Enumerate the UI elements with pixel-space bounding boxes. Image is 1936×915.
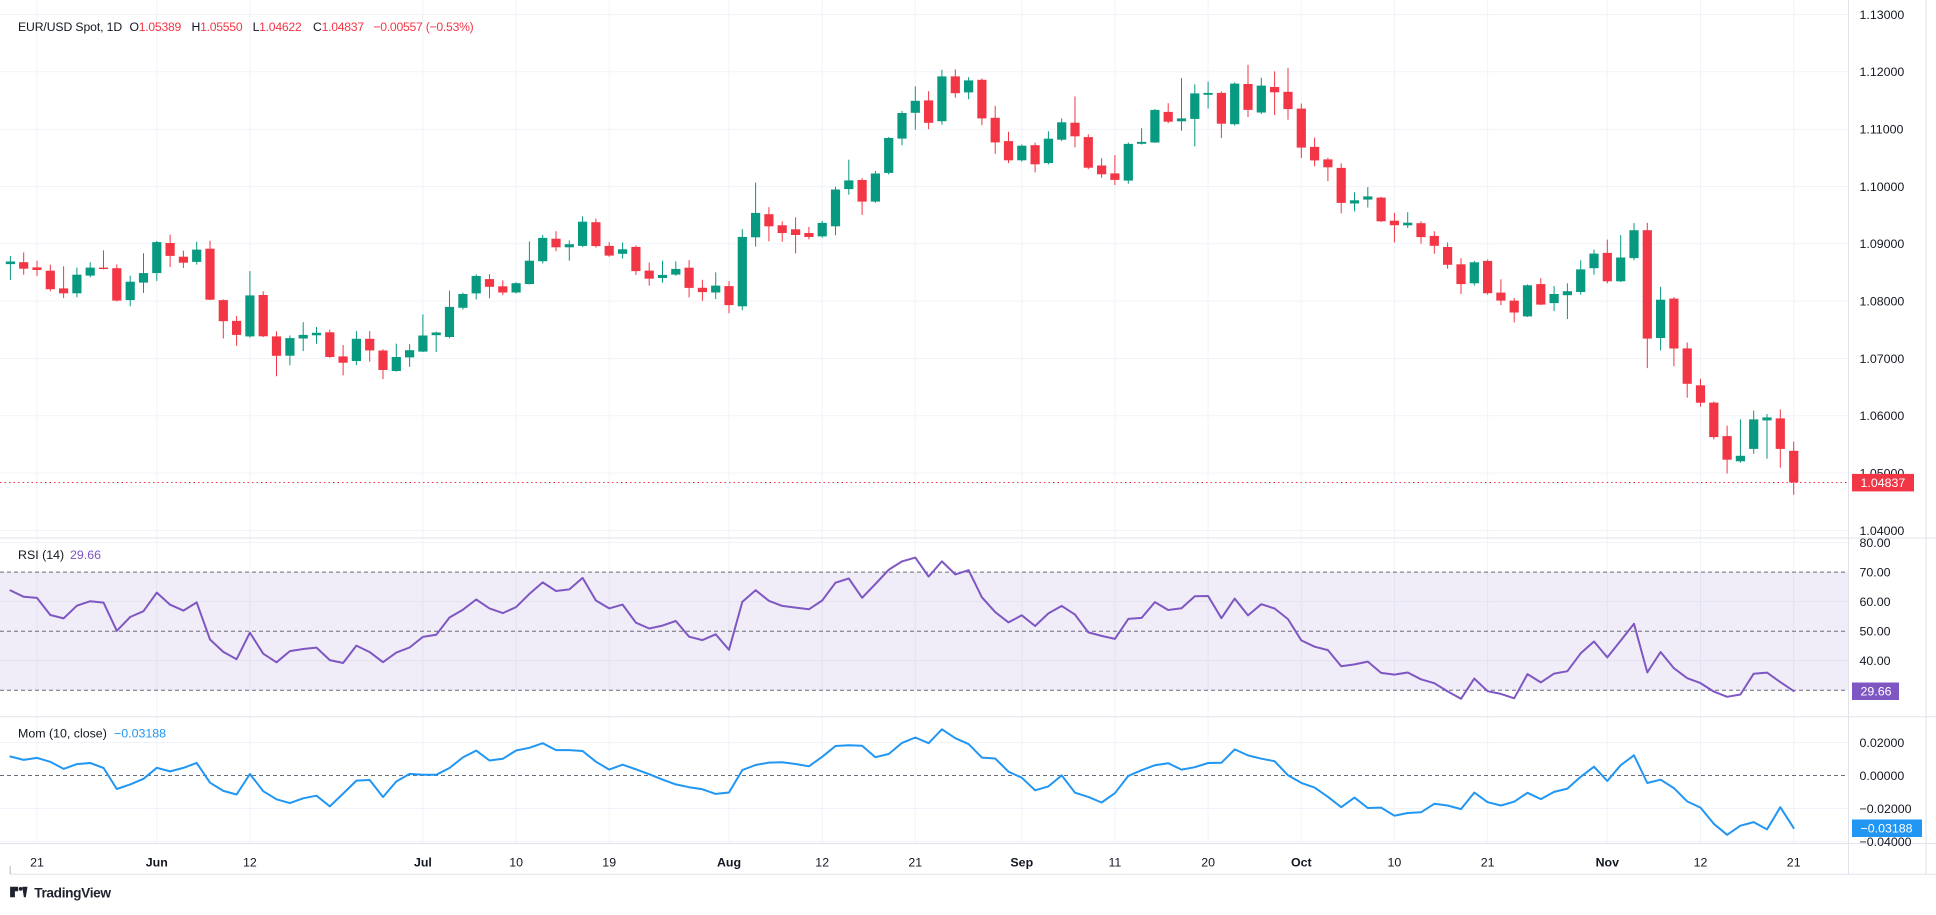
svg-text:1.10000: 1.10000 bbox=[1860, 180, 1905, 194]
svg-text:H1.05550: H1.05550 bbox=[192, 20, 243, 34]
svg-text:12: 12 bbox=[1694, 856, 1708, 870]
svg-text:1.11000: 1.11000 bbox=[1860, 123, 1904, 137]
svg-text:21: 21 bbox=[908, 856, 922, 870]
svg-text:1.12000: 1.12000 bbox=[1860, 65, 1905, 79]
svg-text:Aug: Aug bbox=[717, 856, 741, 870]
svg-text:Sep: Sep bbox=[1010, 856, 1033, 870]
svg-text:21: 21 bbox=[1787, 856, 1801, 870]
svg-text:−0.03188: −0.03188 bbox=[1861, 822, 1913, 836]
svg-text:29.66: 29.66 bbox=[1861, 685, 1892, 699]
svg-text:L1.04622: L1.04622 bbox=[253, 20, 302, 34]
svg-text:12: 12 bbox=[243, 856, 257, 870]
svg-text:−0.02000: −0.02000 bbox=[1860, 802, 1912, 816]
svg-text:−0.00557 (−0.53%): −0.00557 (−0.53%) bbox=[373, 20, 473, 34]
svg-text:21: 21 bbox=[30, 856, 44, 870]
svg-text:O1.05389: O1.05389 bbox=[130, 20, 182, 34]
svg-text:Oct: Oct bbox=[1291, 856, 1312, 870]
svg-text:0.00000: 0.00000 bbox=[1860, 769, 1905, 783]
svg-text:19: 19 bbox=[602, 856, 616, 870]
svg-text:1.08000: 1.08000 bbox=[1860, 295, 1905, 309]
svg-text:1.09000: 1.09000 bbox=[1860, 237, 1905, 251]
svg-text:Jun: Jun bbox=[146, 856, 168, 870]
svg-text:−0.04000: −0.04000 bbox=[1860, 835, 1912, 849]
svg-text:29.66: 29.66 bbox=[70, 548, 101, 562]
svg-text:80.00: 80.00 bbox=[1860, 536, 1891, 550]
svg-text:50.00: 50.00 bbox=[1860, 625, 1891, 639]
svg-text:1.04000: 1.04000 bbox=[1860, 524, 1905, 538]
svg-text:TradingView: TradingView bbox=[34, 885, 111, 900]
svg-text:1.07000: 1.07000 bbox=[1860, 352, 1905, 366]
svg-text:EUR/USD Spot, 1D: EUR/USD Spot, 1D bbox=[18, 20, 122, 34]
svg-text:Jul: Jul bbox=[414, 856, 432, 870]
svg-text:11: 11 bbox=[1108, 856, 1121, 870]
svg-text:21: 21 bbox=[1481, 856, 1495, 870]
svg-text:10: 10 bbox=[509, 856, 523, 870]
svg-text:10: 10 bbox=[1388, 856, 1402, 870]
svg-text:70.00: 70.00 bbox=[1860, 566, 1891, 580]
svg-text:0.02000: 0.02000 bbox=[1860, 736, 1905, 750]
svg-text:40.00: 40.00 bbox=[1860, 654, 1891, 668]
svg-text:C1.04837: C1.04837 bbox=[313, 20, 364, 34]
svg-text:60.00: 60.00 bbox=[1860, 595, 1891, 609]
svg-text:12: 12 bbox=[815, 856, 829, 870]
svg-text:1.06000: 1.06000 bbox=[1860, 409, 1905, 423]
svg-text:RSI (14): RSI (14) bbox=[18, 548, 64, 562]
svg-text:Nov: Nov bbox=[1596, 856, 1620, 870]
svg-text:1.13000: 1.13000 bbox=[1860, 8, 1905, 22]
svg-text:1.04837: 1.04837 bbox=[1861, 476, 1906, 490]
svg-text:Mom (10, close): Mom (10, close) bbox=[18, 726, 107, 740]
svg-text:20: 20 bbox=[1201, 856, 1215, 870]
svg-text:−0.03188: −0.03188 bbox=[114, 726, 166, 740]
